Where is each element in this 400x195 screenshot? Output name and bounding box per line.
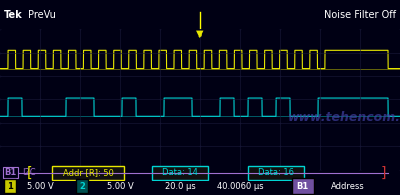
- Text: 20.0 μs: 20.0 μs: [165, 182, 195, 191]
- Text: 2: 2: [79, 182, 85, 191]
- Text: ▼: ▼: [196, 29, 204, 39]
- Text: 5: 5: [198, 32, 202, 38]
- Text: [: [: [27, 166, 33, 180]
- FancyBboxPatch shape: [4, 179, 16, 193]
- Text: 40.0060 μs: 40.0060 μs: [217, 182, 263, 191]
- Text: Data: 14: Data: 14: [162, 168, 198, 177]
- Text: B1: B1: [297, 182, 309, 191]
- Text: B1: B1: [4, 168, 16, 177]
- Text: www.tehencom.com: www.tehencom.com: [288, 111, 400, 123]
- Text: 5.00 V: 5.00 V: [27, 182, 53, 191]
- Text: 5.00 V: 5.00 V: [107, 182, 133, 191]
- Text: Noise Filter Off: Noise Filter Off: [324, 10, 396, 20]
- FancyBboxPatch shape: [76, 179, 88, 193]
- Text: 1: 1: [7, 182, 13, 191]
- Text: ]: ]: [380, 166, 386, 180]
- FancyBboxPatch shape: [52, 166, 124, 180]
- Text: Addr [R]: 50: Addr [R]: 50: [62, 168, 114, 177]
- Text: I2C: I2C: [22, 168, 36, 177]
- Text: Tek: Tek: [4, 10, 23, 20]
- FancyBboxPatch shape: [248, 166, 304, 180]
- Text: Address: Address: [331, 182, 365, 191]
- Text: Data: 16: Data: 16: [258, 168, 294, 177]
- FancyBboxPatch shape: [292, 178, 314, 194]
- FancyBboxPatch shape: [152, 166, 208, 180]
- Text: PreVu: PreVu: [28, 10, 56, 20]
